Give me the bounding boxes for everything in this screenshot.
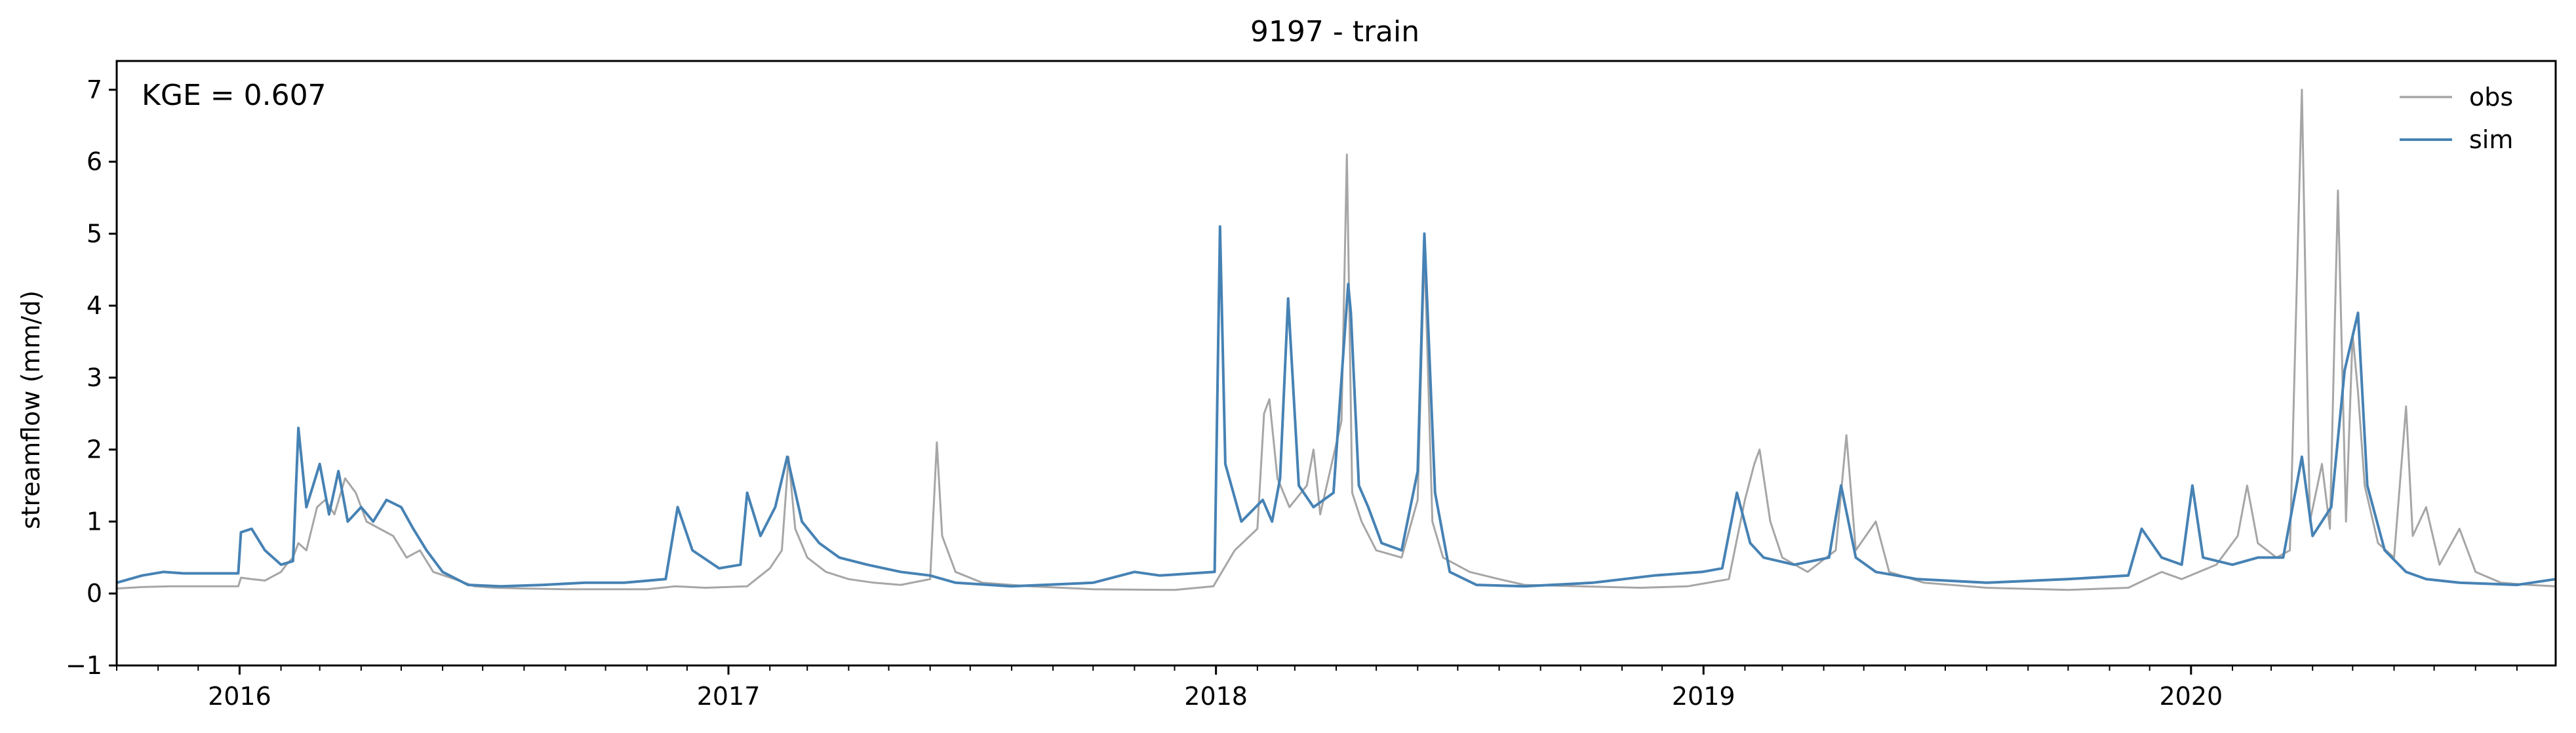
plot-frame (115, 60, 2557, 667)
x-tick-label: 2018 (1184, 682, 1248, 711)
y-tick-label: 6 (87, 148, 102, 176)
series-line-obs (116, 89, 2556, 591)
kge-annotation: KGE = 0.607 (142, 79, 327, 112)
legend-label-sim: sim (2469, 125, 2513, 154)
y-tick-label: 4 (87, 291, 102, 320)
y-tick-label: −1 (66, 651, 102, 680)
y-tick-label: 0 (87, 579, 102, 608)
series-line-sim (116, 225, 2556, 588)
legend: obs sim (2400, 83, 2513, 154)
x-tick-label: 2017 (697, 682, 761, 711)
x-tick-label: 2016 (208, 682, 271, 711)
y-tick-label: 3 (87, 363, 102, 392)
y-axis-label: streamflow (mm/d) (16, 290, 45, 529)
series-layer (116, 89, 2556, 591)
axis-layer: −1 0 1 2 3 4 5 6 7 2016 2017 2018 2019 2020 (66, 75, 2518, 711)
y-tick-label: 1 (87, 507, 102, 536)
y-tick-label: 7 (87, 75, 102, 104)
y-tick-label: 2 (87, 435, 102, 464)
legend-label-obs: obs (2469, 83, 2513, 111)
y-tick-label: 5 (87, 219, 102, 248)
x-tick-label: 2020 (2159, 682, 2223, 711)
x-tick-label: 2019 (1672, 682, 1735, 711)
chart-title: 9197 - train (1250, 15, 1419, 49)
